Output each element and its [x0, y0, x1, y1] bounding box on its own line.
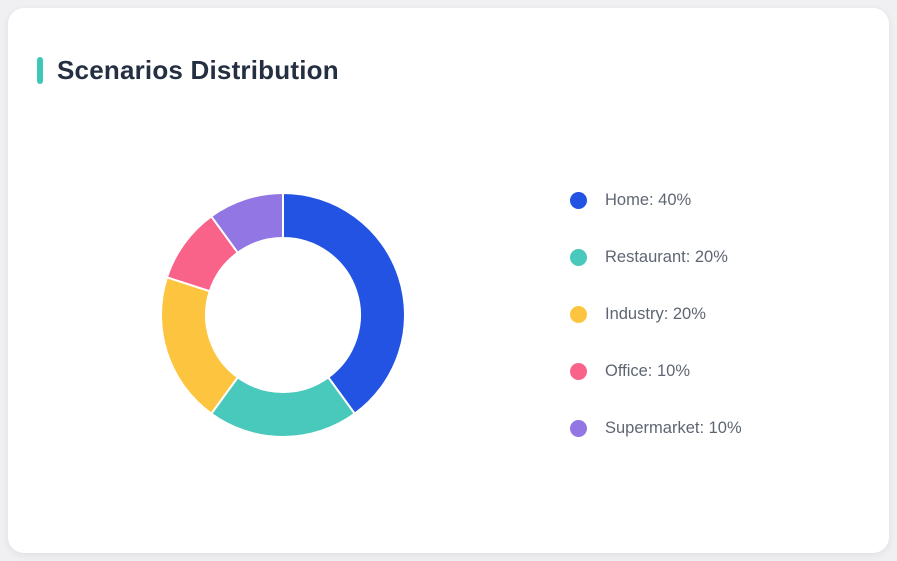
legend-item-office[interactable]: Office: 10%	[570, 359, 742, 384]
legend-marker-supermarket	[570, 420, 587, 437]
donut-slice-industry[interactable]	[160, 276, 239, 415]
legend-item-industry[interactable]: Industry: 20%	[570, 302, 742, 327]
legend-item-home[interactable]: Home: 40%	[570, 188, 742, 213]
chart-legend: Home: 40% Restaurant: 20% Industry: 20% …	[570, 188, 742, 441]
legend-marker-restaurant	[570, 249, 587, 266]
legend-item-restaurant[interactable]: Restaurant: 20%	[570, 245, 742, 270]
card-header: Scenarios Distribution	[37, 55, 339, 86]
donut-chart	[153, 185, 413, 445]
legend-label-industry: Industry: 20%	[605, 305, 706, 323]
legend-marker-office	[570, 363, 587, 380]
legend-label-home: Home: 40%	[605, 191, 692, 209]
page-title: Scenarios Distribution	[57, 55, 339, 85]
donut-slice-supermarket[interactable]	[210, 192, 284, 254]
title-accent-bar	[37, 57, 43, 84]
legend-marker-home	[570, 192, 587, 209]
donut-slice-restaurant[interactable]	[210, 376, 356, 438]
donut-chart-svg	[160, 192, 406, 438]
donut-slice-home[interactable]	[282, 192, 406, 415]
legend-label-supermarket: Supermarket: 10%	[605, 419, 742, 437]
scenarios-distribution-card: Scenarios Distribution Home: 40% Restaur…	[8, 8, 889, 553]
legend-label-restaurant: Restaurant: 20%	[605, 248, 728, 266]
legend-marker-industry	[570, 306, 587, 323]
legend-item-supermarket[interactable]: Supermarket: 10%	[570, 416, 742, 441]
legend-label-office: Office: 10%	[605, 362, 690, 380]
